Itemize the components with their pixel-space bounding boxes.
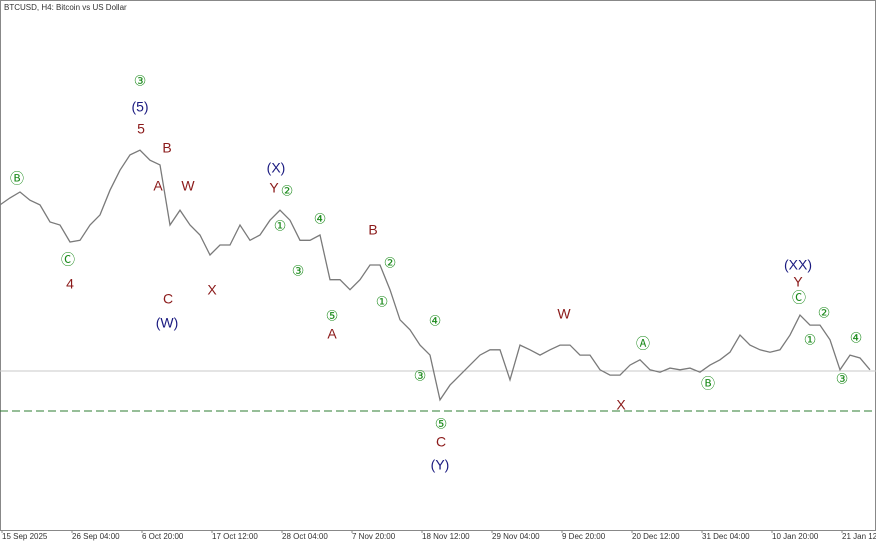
wave-label: X — [207, 282, 217, 298]
wave-label: A — [327, 326, 337, 342]
x-tick-label: 26 Sep 04:00 — [72, 532, 120, 541]
wave-label: B — [368, 222, 377, 238]
wave-label: Ⓑ — [701, 376, 715, 392]
x-tick-label: 17 Oct 12:00 — [212, 532, 258, 541]
wave-label: ⑤ — [326, 308, 339, 324]
wave-label: (X) — [267, 160, 286, 176]
wave-label: (W) — [156, 315, 179, 331]
wave-label: ① — [274, 218, 287, 234]
wave-label: ④ — [429, 313, 442, 329]
x-tick-label: 6 Oct 20:00 — [142, 532, 184, 541]
wave-label: ② — [281, 183, 294, 199]
wave-label: W — [557, 306, 571, 322]
wave-label: (5) — [131, 99, 148, 115]
x-tick-label: 28 Oct 04:00 — [282, 532, 328, 541]
x-tick-label: 29 Nov 04:00 — [492, 532, 540, 541]
wave-label: Ⓒ — [792, 290, 806, 306]
wave-label: ② — [384, 255, 397, 271]
wave-label: Y — [793, 274, 803, 290]
wave-label: ③ — [292, 263, 305, 279]
wave-label: C — [163, 291, 173, 307]
x-tick-label: 15 Sep 2025 — [2, 532, 48, 541]
wave-label: (Y) — [431, 457, 450, 473]
x-tick-label: 7 Nov 20:00 — [352, 532, 396, 541]
wave-label: ② — [818, 305, 831, 321]
wave-label: Ⓒ — [61, 252, 75, 268]
wave-label: 5 — [137, 121, 145, 137]
wave-label: Y — [269, 180, 279, 196]
x-tick-label: 31 Dec 04:00 — [702, 532, 750, 541]
wave-label: ④ — [850, 330, 863, 346]
x-tick-label: 10 Jan 20:00 — [772, 532, 819, 541]
plot-frame — [0, 0, 876, 531]
wave-label: A — [153, 178, 163, 194]
chart-title: BTCUSD, H4: Bitcoin vs US Dollar — [4, 3, 127, 12]
wave-label: Ⓐ — [636, 336, 650, 352]
wave-label: ③ — [134, 73, 147, 89]
wave-label: 4 — [66, 276, 74, 292]
x-tick-label: 9 Dec 20:00 — [562, 532, 606, 541]
price-line — [0, 149, 871, 402]
wave-label: ① — [376, 294, 389, 310]
wave-label: ③ — [414, 368, 427, 384]
wave-label: B — [162, 140, 171, 156]
wave-label: ③ — [836, 371, 849, 387]
wave-label: Ⓑ — [10, 171, 24, 187]
wave-label: X — [616, 397, 626, 413]
x-tick-label: 21 Jan 12:00 — [842, 532, 876, 541]
wave-label: ⑤ — [435, 416, 448, 432]
x-tick-label: 20 Dec 12:00 — [632, 532, 680, 541]
wave-label: (XX) — [784, 257, 812, 273]
wave-label: W — [181, 178, 195, 194]
wave-label: C — [436, 434, 446, 450]
wave-label: ① — [804, 332, 817, 348]
x-tick-label: 18 Nov 12:00 — [422, 532, 470, 541]
wave-label: ④ — [314, 211, 327, 227]
